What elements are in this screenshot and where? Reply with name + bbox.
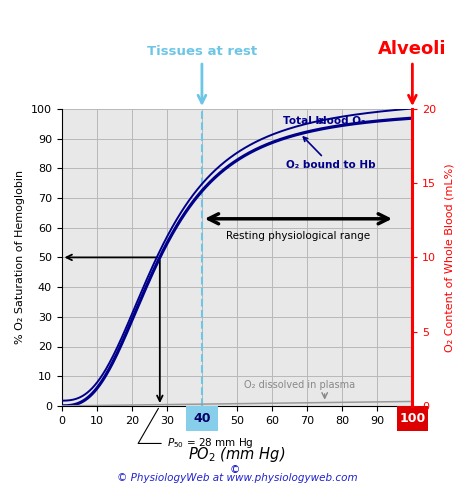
X-axis label: $PO_2$ (mm Hg): $PO_2$ (mm Hg) bbox=[188, 445, 286, 464]
Text: Alveoli: Alveoli bbox=[378, 41, 447, 103]
Text: $P_{50}$ = 28 mm Hg: $P_{50}$ = 28 mm Hg bbox=[138, 408, 254, 450]
Text: ©: © bbox=[230, 465, 244, 475]
Text: 100: 100 bbox=[399, 412, 426, 425]
Text: Total blood O₂: Total blood O₂ bbox=[283, 116, 365, 126]
Text: O₂ dissolved in plasma: O₂ dissolved in plasma bbox=[244, 380, 355, 390]
Text: Resting physiological range: Resting physiological range bbox=[226, 231, 371, 241]
Bar bbox=[397, 406, 428, 431]
Text: Tissues at rest: Tissues at rest bbox=[147, 46, 257, 103]
Y-axis label: O₂ Content of Whole Blood (mL%): O₂ Content of Whole Blood (mL%) bbox=[445, 163, 455, 352]
Y-axis label: % O₂ Saturation of Hemoglobin: % O₂ Saturation of Hemoglobin bbox=[15, 170, 25, 345]
Text: O₂ bound to Hb: O₂ bound to Hb bbox=[286, 137, 376, 170]
Text: 40: 40 bbox=[193, 412, 210, 425]
Text: © PhysiologyWeb at www.physiologyweb.com: © PhysiologyWeb at www.physiologyweb.com bbox=[117, 473, 357, 483]
Bar bbox=[186, 406, 218, 431]
